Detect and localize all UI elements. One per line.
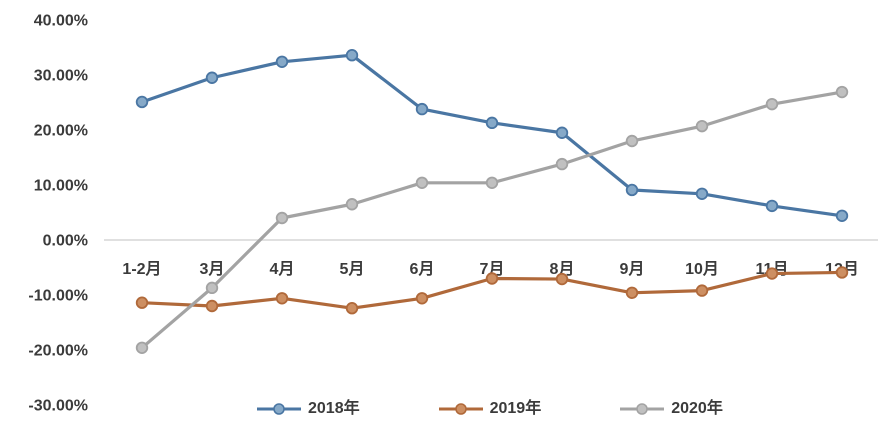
data-point-marker (205, 281, 219, 295)
data-point-marker (275, 55, 289, 69)
data-point-marker (345, 302, 359, 315)
y-axis-tick-label: 20.00% (34, 123, 88, 140)
series-line-2020年 (140, 90, 844, 350)
legend-marker-icon (636, 403, 649, 415)
data-point-marker (135, 341, 149, 355)
data-point-marker (555, 272, 569, 286)
x-axis-tick-label: 7月 (480, 260, 505, 278)
data-point-marker (415, 102, 429, 116)
data-point-marker (555, 126, 569, 139)
y-axis-tick-label: 0.00% (43, 233, 88, 250)
x-axis-tick-label: 10月 (685, 260, 719, 278)
x-axis-tick-label: 8月 (550, 260, 575, 278)
data-point-marker (275, 292, 289, 305)
legend-swatch-2020-icon (620, 403, 665, 415)
legend-label-2020: 2020年 (671, 400, 723, 417)
data-point-marker (135, 296, 149, 309)
y-axis-tick-label: -20.00% (28, 343, 88, 360)
legend-label-2019: 2019年 (489, 400, 542, 417)
x-axis-tick-label: 1-2月 (122, 260, 161, 278)
x-axis-tick-label: 3月 (200, 260, 225, 278)
data-point-marker (695, 119, 709, 133)
legend-marker-icon (454, 403, 467, 415)
data-point-marker (625, 134, 639, 148)
legend-item-2020: 2020年 (619, 398, 723, 420)
data-point-marker (415, 176, 429, 190)
data-point-marker (415, 292, 429, 305)
chart-legend: 2018年 2019年 2020年 (256, 398, 723, 420)
data-point-marker (485, 176, 499, 190)
data-point-marker (345, 198, 359, 211)
y-axis-tick-label: -10.00% (28, 288, 88, 305)
x-axis-tick-label: 6月 (410, 260, 435, 278)
legend-item-2018: 2018年 (256, 398, 360, 420)
data-point-marker (695, 284, 709, 297)
x-axis-tick-label: 5月 (340, 260, 365, 278)
data-point-marker (835, 209, 849, 223)
series-line-2018年 (140, 53, 844, 218)
y-axis-tick-label: 10.00% (34, 178, 88, 195)
data-point-marker (485, 116, 499, 130)
legend-label-2018: 2018年 (308, 400, 360, 417)
legend-swatch-2019-icon (438, 403, 483, 415)
y-axis-tick-label: 30.00% (34, 68, 88, 85)
data-point-marker (135, 95, 149, 109)
data-point-marker (485, 272, 499, 285)
data-point-marker (765, 97, 779, 111)
data-point-marker (345, 49, 359, 62)
x-axis-tick-label: 9月 (620, 260, 645, 278)
y-axis-tick-label: -30.00% (28, 398, 88, 415)
data-point-marker (555, 157, 569, 171)
data-point-marker (765, 199, 779, 213)
legend-item-2019: 2019年 (438, 398, 542, 420)
data-point-marker (275, 211, 289, 225)
data-point-marker (205, 299, 219, 313)
y-axis-tick-label: 40.00% (34, 13, 88, 30)
data-point-marker (625, 286, 639, 300)
data-point-marker (765, 267, 779, 280)
x-axis-tick-label: 4月 (270, 260, 295, 278)
data-point-marker (835, 266, 849, 279)
legend-marker-icon (273, 403, 285, 415)
data-point-marker (695, 187, 709, 201)
data-point-marker (205, 71, 219, 84)
data-point-marker (835, 85, 849, 99)
legend-swatch-2018-icon (257, 403, 301, 415)
data-point-marker (625, 183, 639, 197)
